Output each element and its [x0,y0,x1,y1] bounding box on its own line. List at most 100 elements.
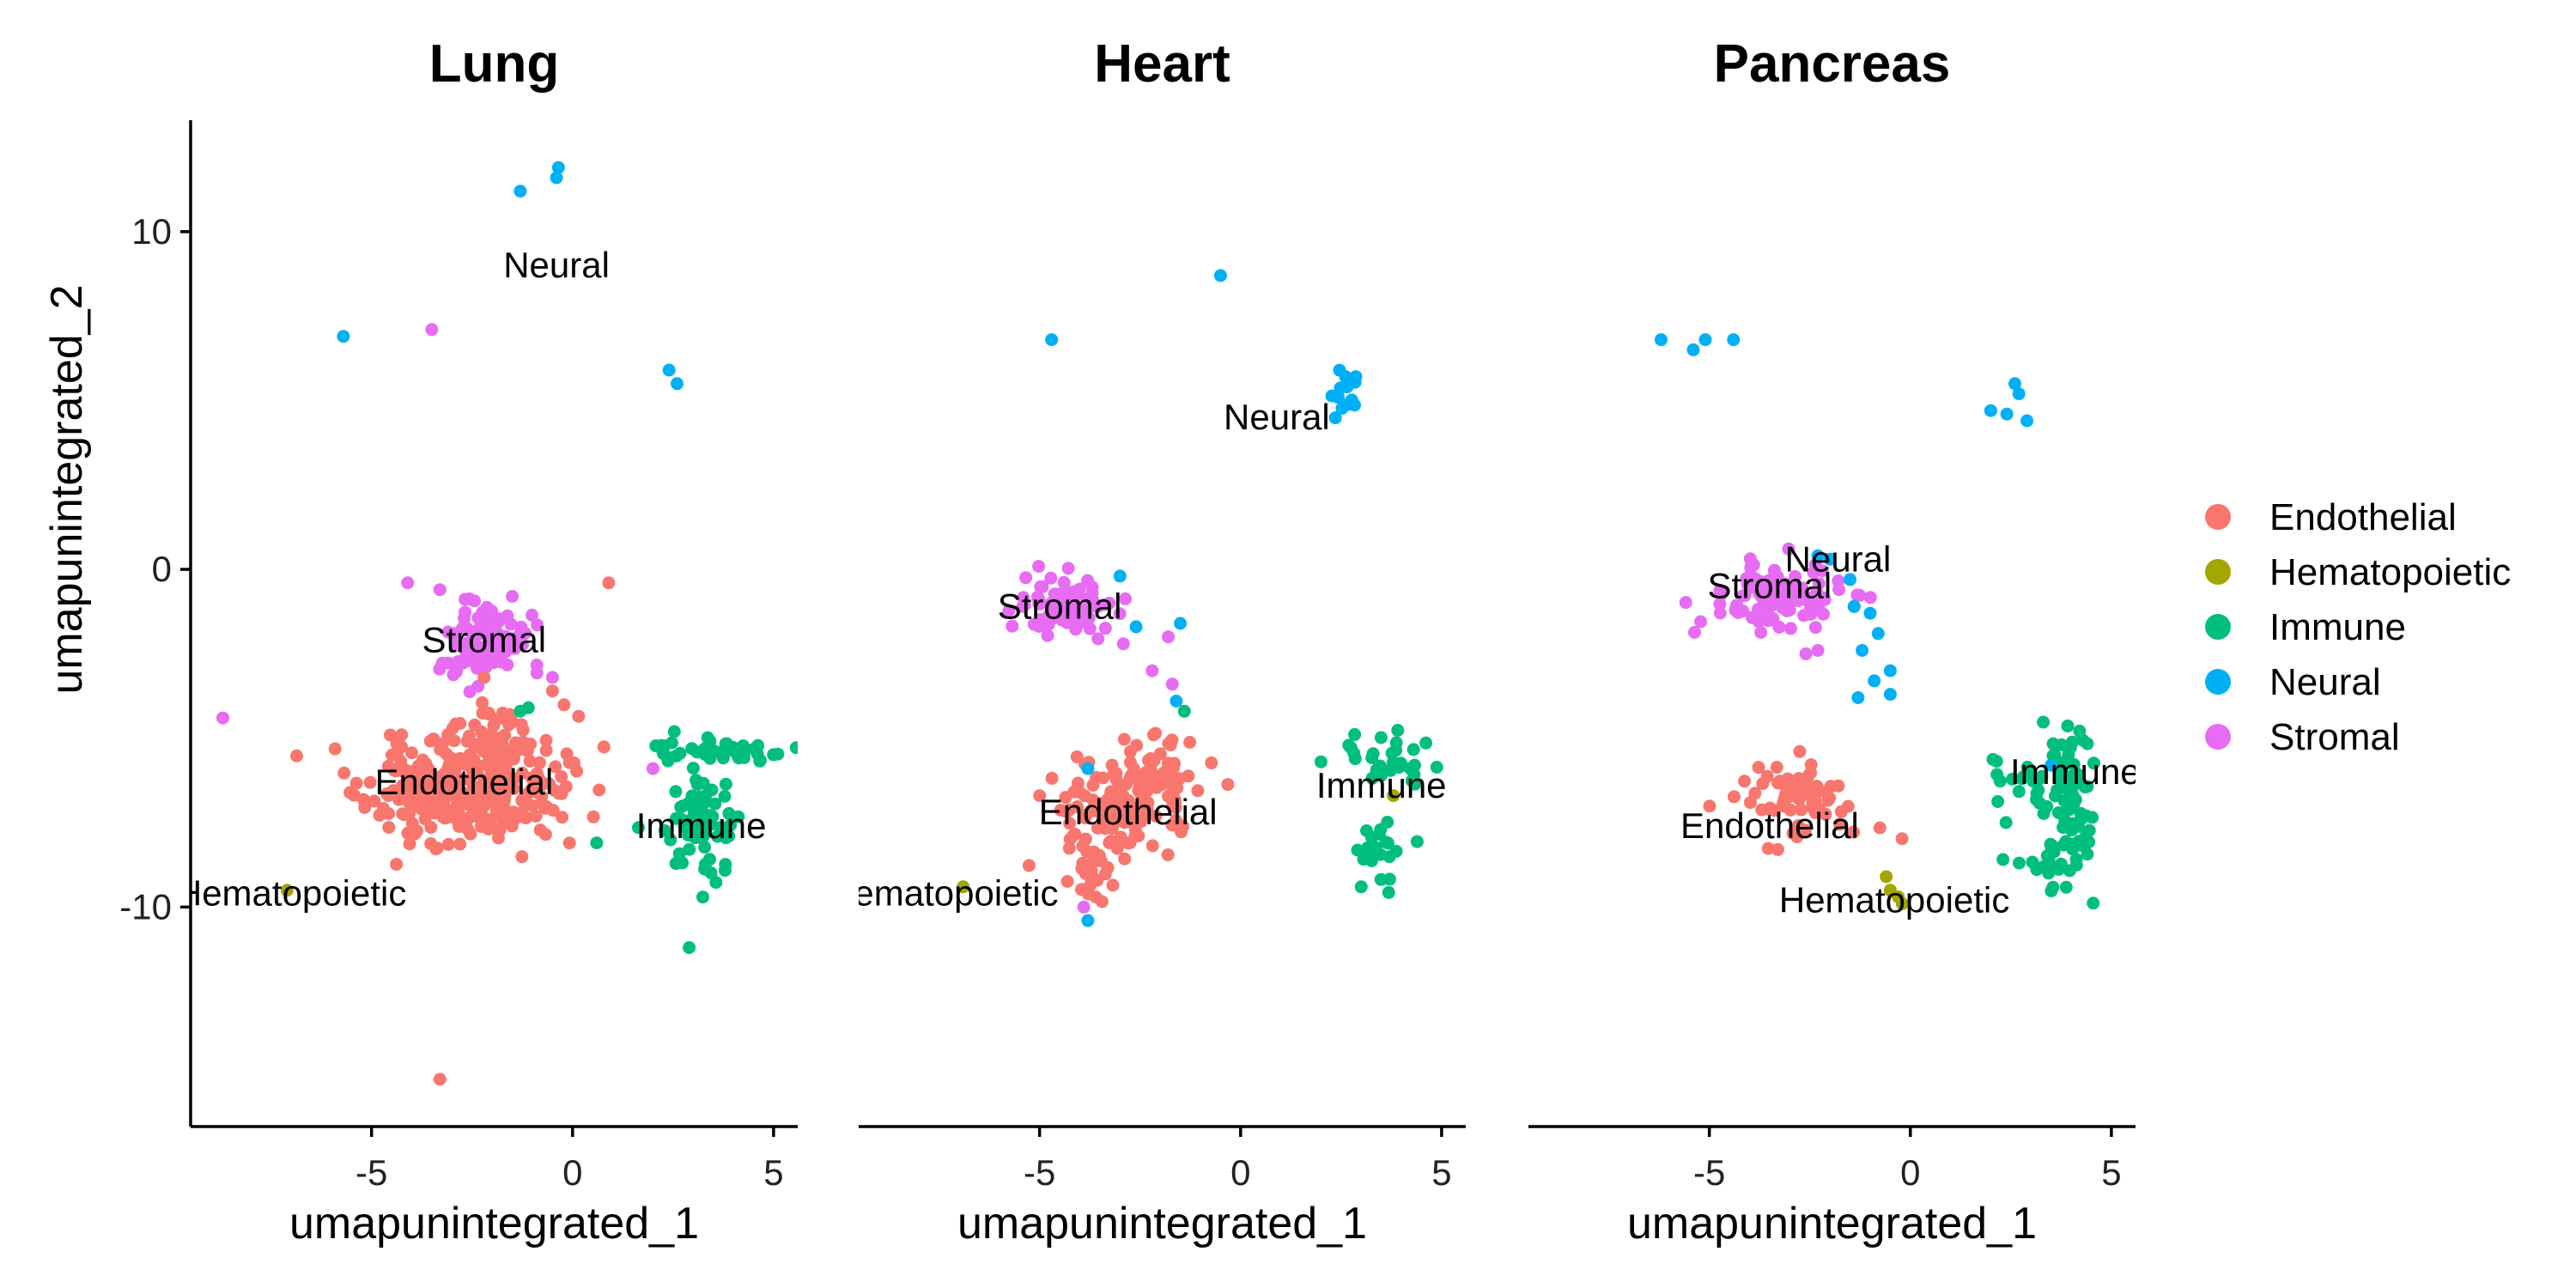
point-neural [1698,333,1712,347]
point-immune [716,751,730,765]
point-stromal [1806,592,1820,605]
point-endothelial [425,785,439,799]
point-immune [1381,816,1394,829]
x-tick-label: 0 [1230,1152,1250,1193]
point-immune [682,820,696,834]
point-immune [1999,816,2013,829]
point-endothelial [1205,756,1218,769]
point-endothelial [403,837,416,851]
point-stromal [1783,603,1796,617]
point-stromal [447,627,460,641]
point-endothelial [1801,787,1815,801]
point-immune [1351,843,1364,857]
point-stromal [451,655,465,668]
point-neural [1333,363,1346,377]
point-immune [667,725,681,738]
point-stromal [501,658,514,671]
point-endothelial [532,756,546,769]
point-endothelial [398,808,410,822]
point-endothelial [453,820,466,833]
point-stromal [1799,647,1813,660]
point-immune [708,797,722,811]
point-stromal [1772,620,1786,634]
point-endothelial [1114,830,1127,844]
cluster-label-hematopoietic: Hematopoietic [176,873,406,914]
point-stromal [506,590,519,603]
x-axis-title: umapunintegrated_1 [1627,1199,2037,1249]
point-immune [1389,736,1403,750]
point-endothelial [1075,862,1089,876]
point-immune [1382,850,1396,864]
point-immune [2061,719,2075,732]
cluster-labels: Neural Stromal Endothelial Immune Hematopoie… [859,397,1447,913]
point-endothelial [433,1072,447,1086]
point-stromal [526,608,539,622]
point-stromal [511,629,525,643]
point-neural [1863,606,1877,620]
point-immune [704,866,718,880]
point-stromal [1808,621,1822,635]
point-endothelial [290,749,303,762]
point-endothelial [1118,852,1132,866]
point-neural [1727,333,1741,347]
point-stromal [498,645,512,659]
point-immune [2061,756,2075,770]
point-immune [632,821,645,835]
point-stromal [646,762,659,775]
point-neural [1686,343,1700,356]
point-endothelial [424,837,438,850]
point-stromal [449,639,463,653]
legend-label: Endothelial [2269,496,2457,538]
point-stromal [401,576,415,590]
point-stromal [485,605,499,618]
panel-lung: Lung 10 0 -10 -5 0 5 umapunintegrated_1 Neural St… [119,34,798,1249]
point-endothelial [514,718,528,732]
point-endothelial [1071,800,1084,813]
y-tick-label: -10 [119,886,172,927]
point-stromal [1679,596,1692,610]
point-stromal [531,618,544,632]
point-immune [696,890,709,904]
point-endothelial [535,797,549,811]
point-immune [1419,736,1433,750]
point-endothelial [1703,799,1716,813]
cluster-label-immune: Immune [1316,765,1447,805]
point-endothelial [555,770,568,783]
point-neural [1113,569,1127,583]
point-immune [673,746,687,760]
point-immune [1360,824,1373,837]
panel-title: Lung [429,34,560,94]
point-endothelial [1091,822,1104,835]
point-endothelial [437,793,451,806]
point-stromal [1113,607,1127,621]
point-immune [694,809,708,823]
point-endothelial [1778,779,1792,793]
point-stromal [1817,607,1830,621]
point-endothelial [1109,772,1123,786]
point-stromal [1119,592,1133,605]
point-immune [1348,727,1362,741]
point-endothelial [1084,878,1097,892]
point-immune [2079,781,2092,794]
cluster-label-endothelial: Endothelial [374,762,553,802]
panel-heart: Heart -5 0 5 umapunintegrated_1 Neural Stromal… [859,34,1466,1249]
point-neural [1868,674,1881,688]
point-endothelial [602,576,616,590]
point-neural [1984,404,1997,417]
point-endothelial [380,787,394,800]
point-endothelial [560,747,574,761]
point-neural [1883,688,1897,702]
point-neural [1851,691,1865,704]
point-endothelial [509,736,522,750]
point-neural [1174,617,1188,630]
point-stromal [1002,604,1016,617]
point-stromal [1694,615,1708,629]
point-neural [513,185,527,198]
point-stromal [504,617,518,631]
point-neural [1871,627,1885,641]
point-endothelial [1022,859,1036,872]
point-endothelial [447,734,461,748]
point-immune [686,762,700,775]
point-endothelial [1142,770,1156,783]
